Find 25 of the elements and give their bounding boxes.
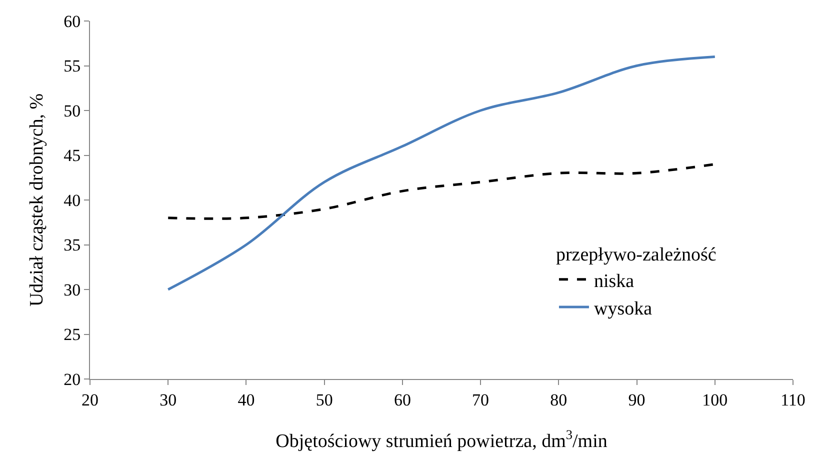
x-tick-label: 30 (160, 390, 177, 410)
x-axis-title: Objętościowy strumień powietrza, dm$^{3}$/min (276, 427, 608, 452)
x-tick-label: 60 (394, 390, 411, 410)
x-tick-label: 110 (780, 390, 806, 410)
y-tick-label: 60 (64, 12, 81, 31)
y-tick-label: 25 (64, 325, 81, 344)
y-tick-label: 55 (64, 56, 81, 76)
x-tick-label: 100 (702, 390, 728, 410)
y-tick-label: 45 (64, 146, 81, 166)
x-tick-label: 80 (550, 390, 568, 410)
y-tick-label: 30 (64, 280, 81, 300)
legend-label: niska (594, 270, 635, 292)
x-tick-label: 40 (238, 390, 255, 410)
legend-title: przepływo-zależność (556, 244, 716, 266)
y-tick-label: 35 (64, 236, 81, 255)
x-tick-label: 90 (628, 390, 646, 410)
y-tick-label: 20 (64, 370, 81, 389)
legend-label: wysoka (594, 298, 653, 320)
y-axis-title: Udział cząstek drobnych, % (26, 93, 48, 307)
x-tick-label: 70 (472, 390, 490, 410)
y-tick-label: 50 (64, 101, 81, 120)
line-series (166, 56, 716, 291)
y-tick-label: 40 (64, 190, 81, 210)
x-tick-label: 50 (316, 390, 333, 410)
x-tick-label: 20 (82, 390, 98, 410)
